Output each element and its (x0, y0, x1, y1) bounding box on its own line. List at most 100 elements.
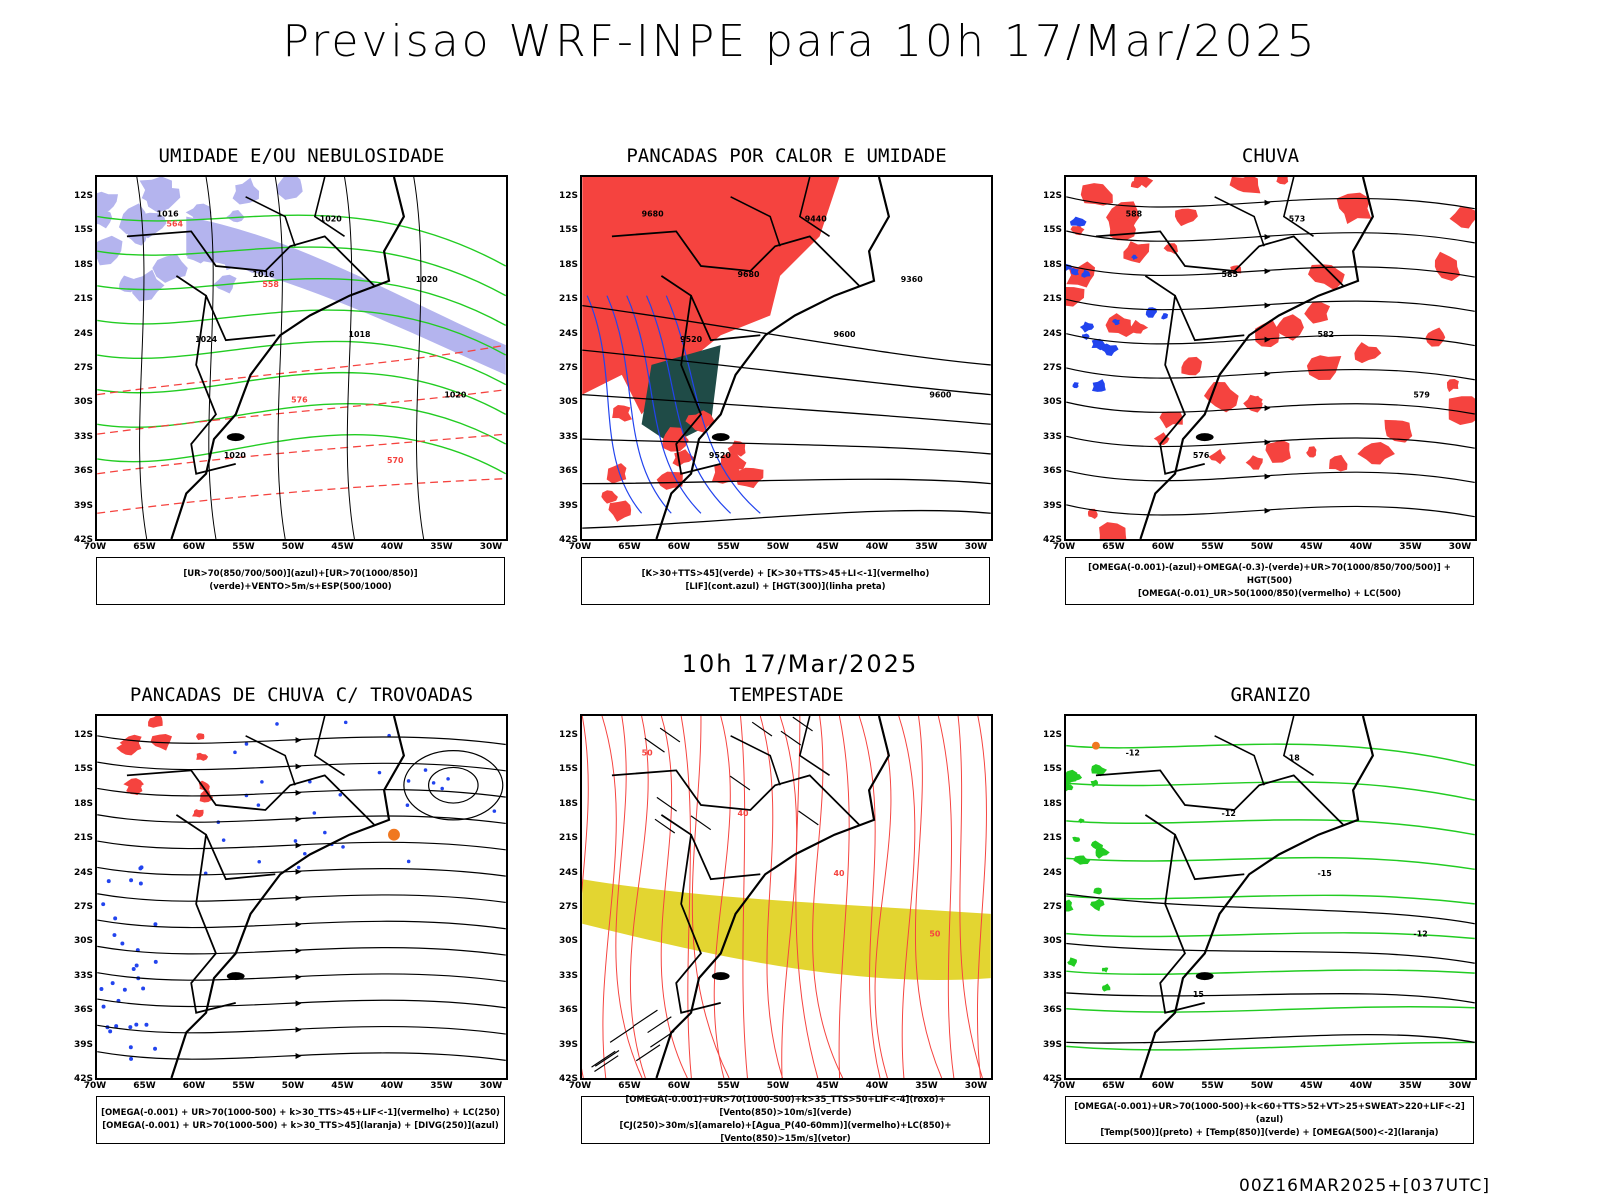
instability-patch (612, 404, 633, 422)
rain-patch (1304, 302, 1331, 324)
map-panel-5[interactable]: 50 40 40 50 (580, 714, 993, 1080)
longitude-label: 55W (1201, 1081, 1224, 1091)
latitude-label: 36S (1042, 1005, 1062, 1016)
latitude-label: 30S (558, 397, 578, 408)
latitude-label: 12S (558, 730, 578, 740)
rain-patch (1105, 313, 1134, 338)
divergence-dot (203, 871, 208, 876)
map-panel-6[interactable]: -12 -12 -15 -12 15 18 (1064, 714, 1477, 1080)
state-border (245, 716, 345, 786)
streamline (97, 893, 506, 904)
latitude-label: 12S (73, 191, 93, 201)
omega-patch (1081, 269, 1091, 278)
latitude-label: 18S (73, 798, 93, 809)
map-panel-2[interactable]: 9680 9680 9600 9600 9520 9440 9360 9520 (580, 175, 993, 541)
latitude-label: 21S (558, 833, 578, 844)
map-panel-1[interactable]: 1016 1016 1018 1020 1020 1020 1020 1024 576 570 56… (95, 175, 508, 541)
humidity-contour (97, 309, 506, 356)
longitude-label: 55W (717, 542, 740, 552)
precipitable-water-contour (812, 716, 844, 1078)
divergence-dot (129, 1056, 134, 1061)
divergence-dot (113, 916, 118, 921)
divergence-dot (338, 793, 343, 797)
longitude-label: 55W (717, 1081, 740, 1091)
longitude-label: 30W (964, 542, 988, 552)
contour-label: 1020 (224, 451, 247, 460)
wind-vector (647, 1016, 672, 1034)
latitude-label: 24S (73, 867, 93, 878)
latitude-label: 30S (1042, 397, 1062, 408)
longitude-label: 65W (618, 1081, 641, 1091)
humidity-contour (97, 214, 506, 267)
state-border (1095, 769, 1344, 826)
temp850-patch (1101, 983, 1111, 992)
pressure-isobar (136, 177, 148, 539)
streamline (97, 787, 506, 798)
storm-patch (196, 752, 209, 761)
latitude-label: 12S (1042, 191, 1062, 201)
latitude-label: 27S (73, 363, 93, 373)
humidity-contour (97, 340, 506, 386)
rain-patch (1384, 419, 1413, 443)
streamline (1066, 504, 1475, 518)
streamline-arrow (1264, 233, 1271, 240)
temp850-patch (1091, 764, 1108, 777)
divergence-dot (114, 1024, 119, 1029)
temp850-contour (1066, 781, 1475, 801)
latitude-label: 18S (73, 259, 93, 270)
humidity-patch (135, 212, 167, 239)
contour-label: 1020 (444, 391, 467, 400)
latitude-label: 21S (558, 294, 578, 305)
streamline (97, 945, 506, 956)
latitude-label: 39S (1042, 500, 1062, 511)
longitude-label: 60W (1151, 1081, 1175, 1091)
divergence-dot (122, 987, 127, 992)
contour-label: -12 (1222, 809, 1236, 818)
precipitable-water-contour (582, 716, 589, 1078)
longitude-label: 30W (1448, 1081, 1472, 1091)
rain-patch (1174, 208, 1198, 227)
divergence-dot (260, 780, 264, 784)
streamline (97, 972, 506, 982)
lifted-index-contour (626, 295, 702, 514)
temp850-contour (1066, 1041, 1475, 1051)
humidity-patch (234, 253, 260, 274)
humidity-contour (97, 277, 506, 326)
state-border (1095, 230, 1344, 287)
streamline-arrow (1264, 199, 1271, 206)
divergence-dot (153, 922, 158, 927)
contour-label: 15 (1193, 990, 1204, 999)
temp850-patch (1095, 847, 1110, 859)
temp850-patch (1066, 899, 1074, 912)
wind-vector (644, 737, 665, 753)
contour-label: 40 (738, 809, 750, 818)
precipitable-water-contour (615, 716, 643, 1078)
humidity-patch (232, 177, 260, 205)
temp850-contour (1066, 743, 1475, 767)
streamline (1066, 401, 1475, 415)
contour-label: -12 (1126, 749, 1140, 758)
latitude-label: 12S (558, 191, 578, 201)
streamline-arrow (295, 842, 302, 849)
streamline (1066, 196, 1475, 210)
longitude-label: 50W (281, 542, 305, 552)
streamline (97, 866, 506, 877)
precipitable-water-contour (858, 716, 881, 1078)
temp850-patch (1066, 782, 1074, 792)
omega-patch (1131, 254, 1138, 261)
lagoon (1195, 972, 1214, 981)
divergence-dot (138, 866, 143, 871)
latitude-label: 27S (1042, 363, 1062, 373)
latitude-label: 30S (558, 936, 578, 947)
precipitable-water-contour (680, 716, 692, 1078)
contour-label: 40 (833, 869, 845, 878)
map-panel-3[interactable]: 588 585 582 579 576 573 (1064, 175, 1477, 541)
omega-patch (1091, 379, 1106, 392)
map-panel-4[interactable] (95, 714, 508, 1080)
divergence-dot (153, 1046, 158, 1051)
storm-patch (196, 733, 205, 741)
divergence-dot (128, 1025, 133, 1030)
streamline (1066, 264, 1475, 278)
streamline (1066, 298, 1475, 312)
legend-line: [OMEGA(-0.001) + UR>70(1000-500) + k>30_… (101, 1108, 500, 1118)
